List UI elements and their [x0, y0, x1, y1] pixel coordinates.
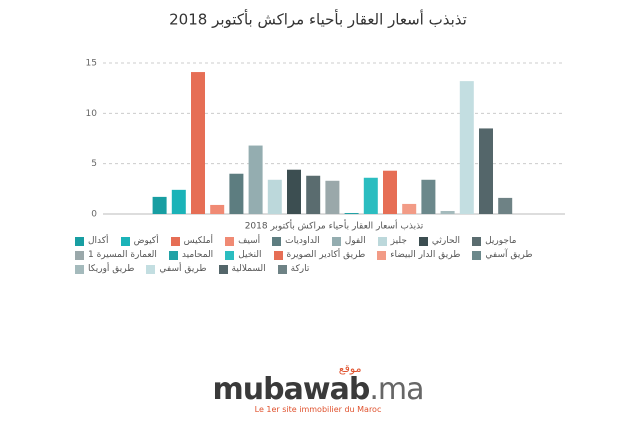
legend-label: العمارة المسيرة 1 — [88, 250, 157, 260]
legend-swatch — [277, 264, 287, 274]
legend-item[interactable]: المحاميد — [168, 250, 214, 260]
bar — [152, 196, 167, 214]
legend-item[interactable]: طريق آسفي — [472, 250, 533, 260]
legend-swatch — [168, 250, 178, 260]
legend-item[interactable]: السملالية — [218, 264, 266, 274]
bar — [171, 189, 186, 214]
legend-label: ماجوريل — [485, 236, 517, 246]
legend-label: أكيوض — [133, 236, 159, 246]
bar — [191, 72, 205, 214]
legend-swatch — [75, 250, 84, 260]
legend-item[interactable]: الحارثي — [418, 236, 461, 246]
logo-suffix: .ma — [369, 372, 424, 407]
legend-label: الفول — [344, 236, 366, 246]
logo: موقع mubawab.ma — [212, 362, 425, 407]
legend-item[interactable]: طريق أوريكا — [75, 264, 134, 274]
legend-swatch — [418, 236, 428, 246]
bar — [229, 173, 244, 214]
legend-label: أكدال — [88, 236, 109, 246]
x-axis-label: تذبذب أسعار العقار بأحياء مراكش بأكتوبر … — [245, 219, 424, 232]
legend-swatch — [170, 236, 180, 246]
legend-swatch — [225, 236, 235, 246]
legend-label: السملالية — [231, 264, 266, 274]
legend-item[interactable]: تاركة — [277, 264, 310, 274]
legend-swatch — [120, 236, 130, 246]
legend-label: أملكيس — [183, 236, 214, 246]
legend-item[interactable]: الفول — [331, 236, 366, 246]
legend-item[interactable]: طريق أسفي — [146, 264, 207, 274]
legend-item[interactable]: أكيوض — [120, 236, 159, 246]
bar — [421, 179, 436, 214]
legend-item[interactable]: الداوديات — [272, 236, 320, 246]
bar — [210, 204, 225, 214]
legend-label: طريق أكادير الصويرة — [286, 250, 366, 260]
legend-swatch — [218, 264, 228, 274]
legend-label: طريق أوريكا — [88, 264, 135, 274]
legend-swatch — [472, 250, 482, 260]
legend-swatch — [377, 236, 387, 246]
legend-label: الحارثي — [431, 236, 461, 246]
bar — [325, 180, 340, 214]
legend-item[interactable]: أملكيس — [170, 236, 214, 246]
legend-label: النخيل — [238, 250, 262, 260]
legend-label: جليز — [390, 236, 407, 246]
legend-label: الداوديات — [285, 236, 320, 246]
legend-item[interactable]: النخيل — [225, 250, 262, 260]
legend-label: تاركة — [290, 264, 310, 274]
bar — [402, 203, 417, 214]
bar — [306, 175, 321, 214]
legend-label: المحاميد — [181, 250, 214, 260]
legend-label: طريق آسفي — [485, 250, 533, 260]
bar — [479, 128, 493, 214]
legend-swatch — [225, 250, 235, 260]
legend-item[interactable]: طريق الدار البيضاء — [377, 250, 460, 260]
legend-item[interactable]: العمارة المسيرة 1 — [75, 250, 157, 260]
legend-item[interactable]: أسيف — [225, 236, 260, 246]
legend-label: أسيف — [238, 236, 261, 246]
legend-item[interactable]: طريق أكادير الصويرة — [273, 250, 366, 260]
bar — [363, 177, 378, 214]
y-tick-label: 5 — [91, 159, 97, 169]
bar — [248, 145, 263, 214]
bar — [459, 81, 474, 215]
y-tick-label: 15 — [86, 59, 97, 69]
bar — [383, 170, 397, 214]
bar — [287, 169, 301, 214]
legend-item[interactable]: ماجوريل — [472, 236, 517, 246]
logo-text: mubawab — [212, 372, 371, 407]
legend: أكدال أكيوض أملكيس أسيف الداوديات الفول جليز ال… — [75, 236, 565, 274]
bar — [267, 179, 282, 214]
legend-label: طريق الدار البيضاء — [390, 250, 461, 260]
bar — [498, 197, 513, 214]
legend-swatch — [331, 236, 341, 246]
legend-swatch — [377, 250, 387, 260]
legend-swatch — [75, 264, 84, 274]
bar — [440, 210, 455, 214]
legend-swatch — [472, 236, 482, 246]
chart-title: تذبذب أسعار العقار بأحياء مراكش بأكتوبر … — [169, 9, 467, 29]
legend-item[interactable]: جليز — [377, 236, 407, 246]
chart: تذبذب أسعار العقار بأحياء مراكش بأكتوبر … — [86, 9, 565, 232]
y-tick-label: 0 — [91, 210, 97, 220]
tagline: Le 1er site immobilier du Maroc — [254, 405, 382, 414]
logo-tag: موقع — [338, 362, 363, 375]
y-tick-label: 10 — [86, 109, 98, 119]
legend-item[interactable]: أكدال — [75, 236, 109, 246]
brand: موقع mubawab.ma Le 1er site immobilier d… — [0, 362, 636, 414]
legend-swatch — [272, 236, 282, 246]
legend-label: طريق أسفي — [159, 264, 207, 274]
legend-swatch — [75, 236, 84, 246]
bar — [344, 212, 359, 214]
legend-swatch — [273, 250, 283, 260]
legend-swatch — [146, 264, 156, 274]
